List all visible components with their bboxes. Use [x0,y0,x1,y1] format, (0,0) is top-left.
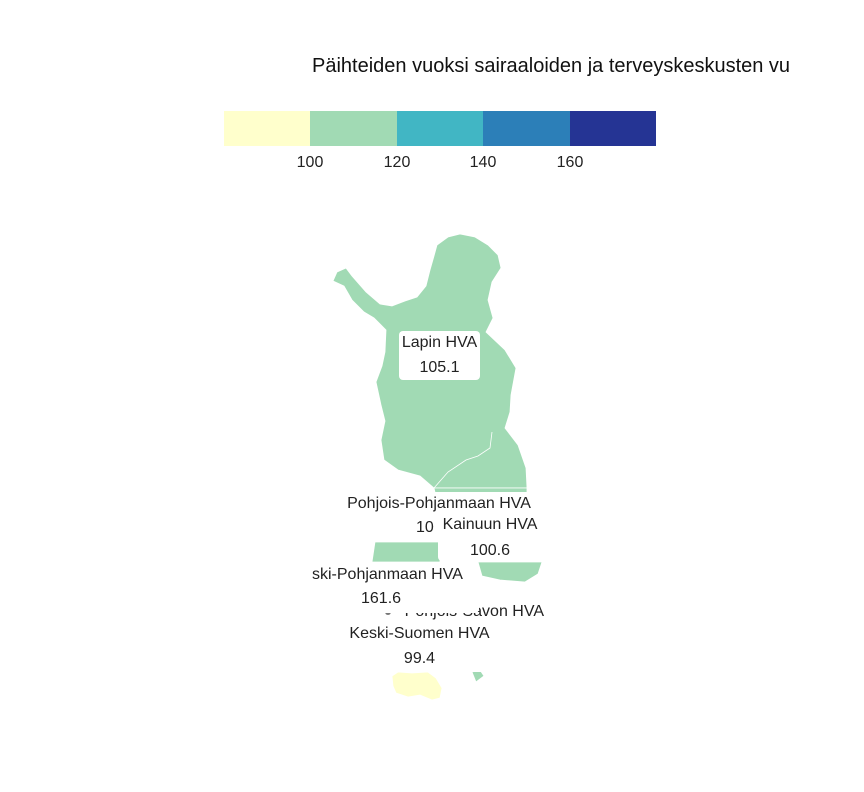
legend-swatch-2 [310,111,397,146]
region-name: Kainuun HVA [442,516,538,533]
region-kainuun-hva[interactable] [371,541,441,563]
legend-swatch-5 [569,111,657,146]
region-name: Pohjois-Pohjanmaan HVA [347,495,531,512]
region-label-lapin-hva: Lapin HVA 105.1 [399,331,480,380]
region-value: 161.6 [361,590,402,607]
legend-swatch-4 [483,111,570,146]
region-value: 100.6 [469,542,511,559]
region-value: 10 [416,519,434,536]
region-label-keski-suomen-hva: Keski-Suomen HVA 99.4 [342,622,497,672]
legend-swatch-1 [224,111,311,146]
region-keski-suomen-hva[interactable] [391,671,443,701]
legend-swatch-3 [396,111,484,146]
region-name: Lapin HVA [401,334,478,351]
region-label-kainuun-hva: Kainuun HVA 100.6 [438,513,542,561]
legend-tick-140: 140 [469,154,497,171]
region-value: 105.1 [419,358,460,376]
region-name: Keski-Suomen HVA [349,625,490,642]
region-name: ski-Pohjanmaan HVA [312,566,463,583]
legend-tick-120: 120 [383,154,411,171]
region-kainuun-hva-east[interactable] [477,561,543,583]
region-label-keski-pohjanmaan-hva: ski-Pohjanmaan HVA 161.6 [305,563,479,613]
legend-tick-100: 100 [296,154,324,171]
legend-tick-160: 160 [556,154,584,171]
region-value: 99.4 [403,650,436,667]
region-boundary-line [433,431,493,489]
color-legend: 100 120 140 160 [224,111,657,171]
map-title: Päihteiden vuoksi sairaaloiden ja tervey… [312,55,791,77]
legend-color-bar [224,111,657,146]
